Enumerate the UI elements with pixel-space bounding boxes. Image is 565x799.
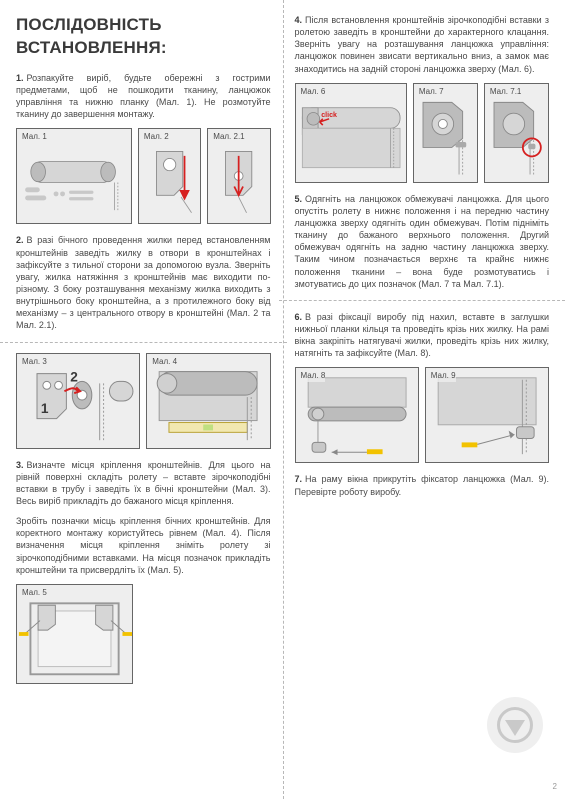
fig-9: Мал. 9: [425, 367, 549, 463]
step-2: 2.В разі бічного проведення жилки перед …: [16, 234, 271, 331]
fig-21: Мал. 2.1: [207, 128, 270, 224]
fig-3: Мал. 3 1 2: [16, 353, 140, 449]
step-num: 3.: [16, 460, 24, 470]
step-1: 1.Розпакуйте виріб, будьте обережні з го…: [16, 72, 271, 121]
step-num: 6.: [295, 312, 303, 322]
fig-label: Мал. 8: [301, 371, 326, 382]
step-text: В разі фіксації виробу під нахил, вставт…: [295, 312, 550, 358]
step-6: 6.В разі фіксації виробу під нахил, вста…: [295, 311, 550, 360]
fig-label: Мал. 9: [431, 371, 456, 382]
step-text: Після встановлення кронштейнів зірочкопо…: [295, 15, 550, 74]
fig-label: Мал. 2.1: [213, 132, 244, 143]
step-text: Одягніть на ланцюжок обмежувачі ланцюжка…: [295, 194, 550, 289]
step-4: 4.Після встановлення кронштейнів зірочко…: [295, 14, 550, 75]
fig-label: Мал. 2: [144, 132, 169, 143]
svg-text:2: 2: [70, 369, 78, 384]
fig-7: Мал. 7: [413, 83, 478, 183]
svg-text:1: 1: [41, 400, 49, 415]
page-root: ПОСЛІДОВНІСТЬ ВСТАНОВЛЕННЯ: 1.Розпакуйте…: [0, 0, 565, 799]
hdash-left: [0, 342, 287, 343]
step-3: 3.Визначте місця кріплення кронштейнів. …: [16, 459, 271, 508]
fig-row-3-4: Мал. 3 1 2 Мал. 4: [16, 353, 271, 449]
fig-4: Мал. 4: [146, 353, 270, 449]
fig-label: Мал. 6: [301, 87, 326, 98]
fig-5: Мал. 5: [16, 584, 133, 684]
fig-row-8-9: Мал. 8 Мал. 9: [295, 367, 550, 463]
step-7: 7.На раму вікна прикрутіть фіксатор ланц…: [295, 473, 550, 497]
step-text: Визначте місця кріплення кронштейнів. Дл…: [16, 460, 271, 506]
hdash-right: [279, 300, 565, 301]
svg-text:click: click: [321, 111, 337, 119]
step-num: 1.: [16, 73, 24, 83]
column-divider: [283, 0, 284, 799]
fig-label: Мал. 3: [22, 357, 47, 368]
fig-label: Мал. 7.1: [490, 87, 521, 98]
fig-2: Мал. 2: [138, 128, 201, 224]
fig-label: Мал. 5: [22, 588, 47, 599]
step-3b: Зробіть позначки місць кріплення бічних …: [16, 515, 271, 576]
fig-label: Мал. 1: [22, 132, 47, 143]
right-column: 4.Після встановлення кронштейнів зірочко…: [283, 0, 565, 799]
step-text: На раму вікна прикрутіть фіксатор ланцюж…: [295, 474, 550, 496]
fig-row-6-7: Мал. 6 click Мал. 7: [295, 83, 550, 183]
page-number: 2: [553, 782, 557, 793]
step-text: В разі бічного проведення жилки перед вс…: [16, 235, 271, 330]
watermark-icon: [487, 697, 543, 753]
fig-label: Мал. 7: [419, 87, 444, 98]
fig-6: Мал. 6 click: [295, 83, 407, 183]
step-num: 5.: [295, 194, 303, 204]
step-num: 2.: [16, 235, 24, 245]
fig-1: Мал. 1: [16, 128, 132, 224]
fig-label: Мал. 4: [152, 357, 177, 368]
page-title: ПОСЛІДОВНІСТЬ ВСТАНОВЛЕННЯ:: [16, 14, 271, 60]
step-text: Зробіть позначки місць кріплення бічних …: [16, 516, 271, 575]
fig-row-1-2: Мал. 1 Мал. 2: [16, 128, 271, 224]
fig-row-5: Мал. 5: [16, 584, 271, 684]
fig-8: Мал. 8: [295, 367, 419, 463]
step-num: 4.: [295, 15, 303, 25]
left-column: ПОСЛІДОВНІСТЬ ВСТАНОВЛЕННЯ: 1.Розпакуйте…: [0, 0, 283, 799]
step-num: 7.: [295, 474, 303, 484]
fig-71: Мал. 7.1: [484, 83, 549, 183]
step-text: Розпакуйте виріб, будьте обережні з гост…: [16, 73, 271, 119]
step-5: 5.Одягніть на ланцюжок обмежувачі ланцюж…: [295, 193, 550, 290]
